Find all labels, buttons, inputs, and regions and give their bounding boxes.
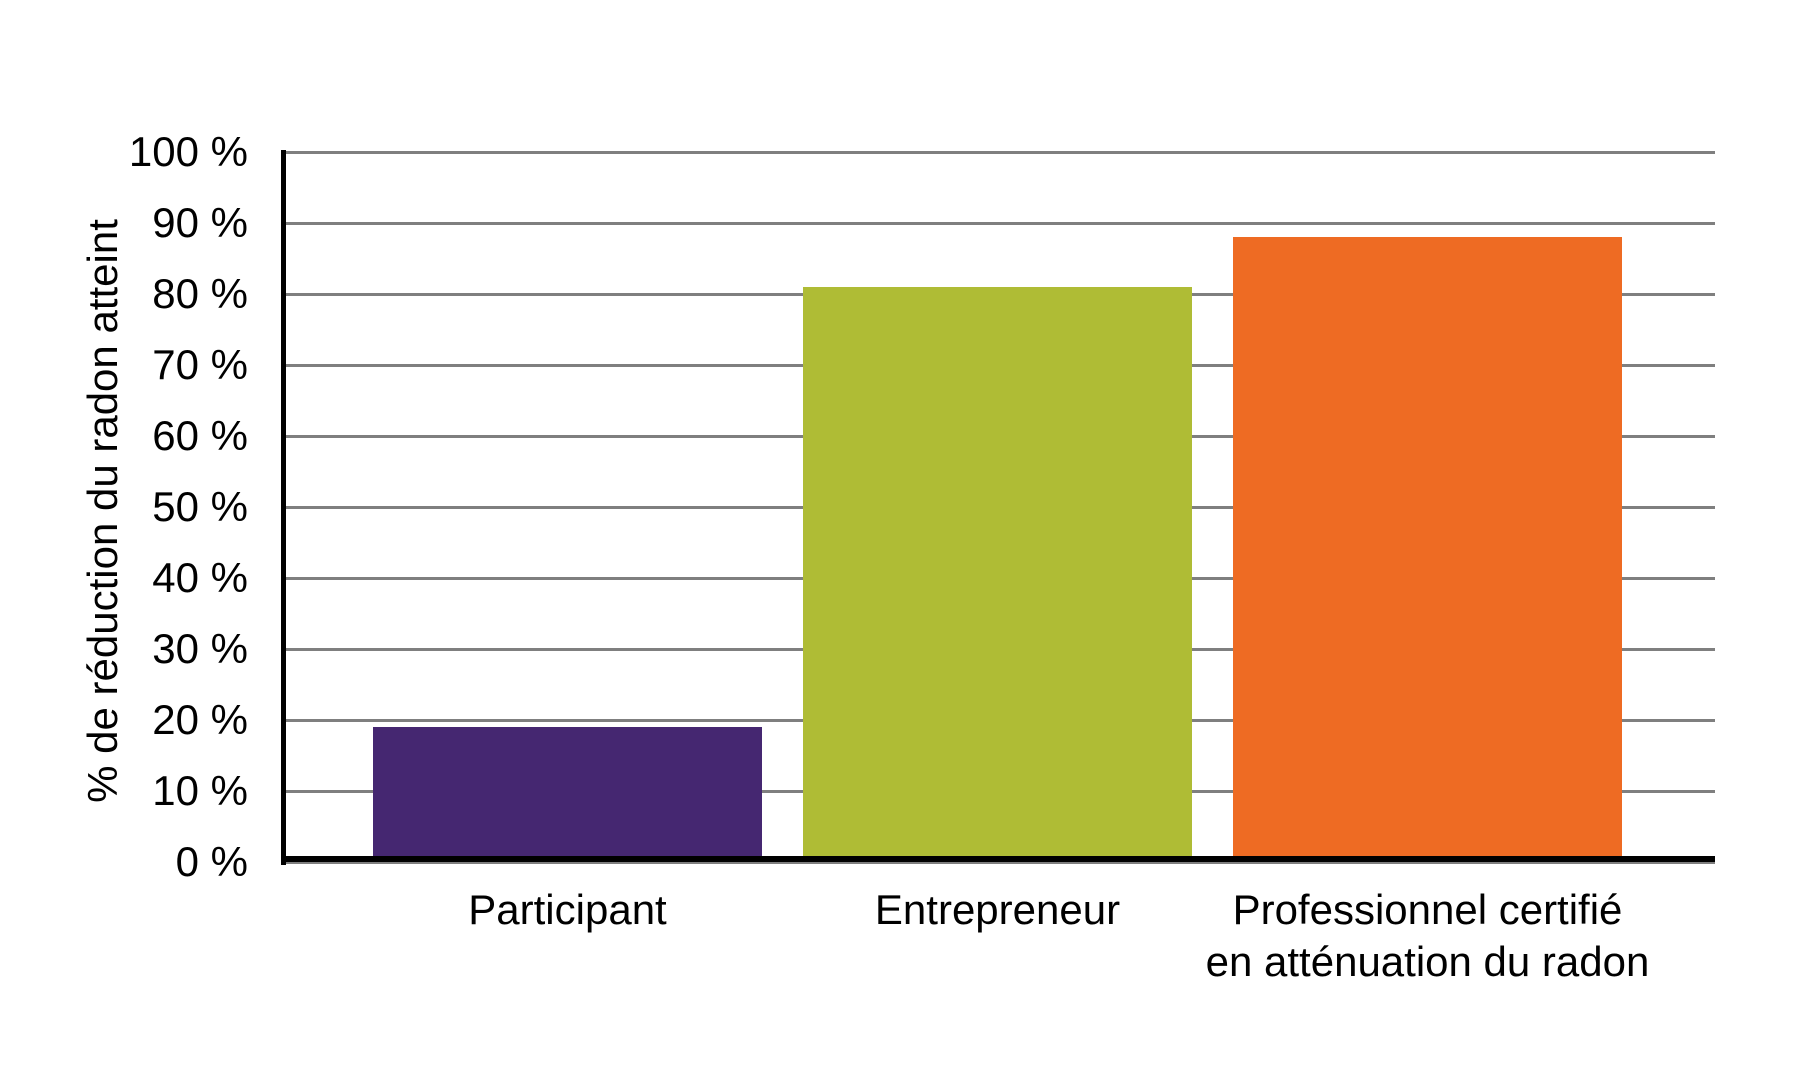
bar-professionnel-certifi-en-att-nuation-du-radon xyxy=(1233,237,1622,862)
x-category-label-line: Entrepreneur xyxy=(874,886,1121,933)
x-category-label-line: Participant xyxy=(468,886,667,933)
y-tick-label-40: 40 % xyxy=(152,554,248,601)
plot-area xyxy=(281,150,1715,865)
y-tick-label-70: 70 % xyxy=(152,341,248,388)
y-tick-label-50: 50 % xyxy=(152,483,248,530)
x-category-label-professionnel-certifi-en-att-nuation-du-radon: Professionnel certifié en atténuation du … xyxy=(1078,884,1778,988)
y-tick-label-80: 80 % xyxy=(152,270,248,317)
x-category-label-participant: Participant xyxy=(218,884,918,936)
gridline-0 xyxy=(283,861,1715,864)
y-axis-line xyxy=(281,150,286,865)
x-category-label-entrepreneur: Entrepreneur xyxy=(648,884,1348,936)
y-tick-label-60: 60 % xyxy=(152,412,248,459)
bar-participant xyxy=(373,727,762,862)
y-tick-label-30: 30 % xyxy=(152,625,248,672)
gridline-100 xyxy=(283,151,1715,154)
x-category-label-line: Professionnel certifié xyxy=(1232,886,1623,933)
y-tick-label-0: 0 % xyxy=(175,838,248,885)
y-tick-label-90: 90 % xyxy=(152,199,248,246)
gridline-90 xyxy=(283,222,1715,225)
bar-entrepreneur xyxy=(803,286,1192,862)
y-tick-label-100: 100 % xyxy=(128,128,248,175)
x-axis-line xyxy=(281,856,1715,862)
y-tick-label-20: 20 % xyxy=(152,696,248,743)
y-tick-label-10: 10 % xyxy=(152,767,248,814)
x-category-label-line: en atténuation du radon xyxy=(1205,938,1650,985)
